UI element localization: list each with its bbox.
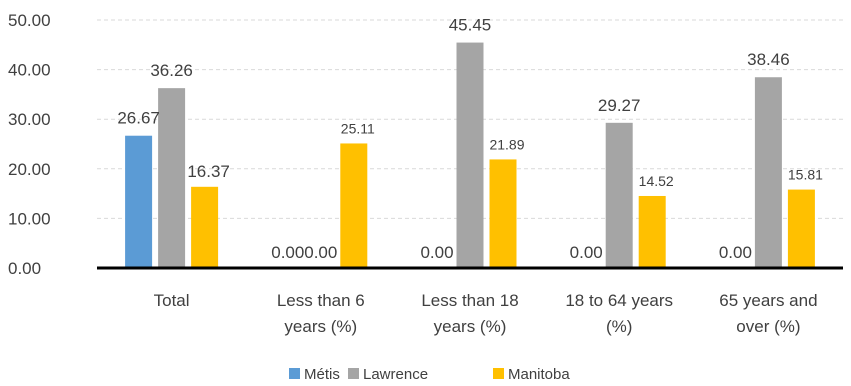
y-tick-label: 30.00 [8, 110, 51, 129]
data-label: 36.26 [150, 61, 193, 80]
y-tick-label: 0.00 [8, 259, 41, 278]
data-label: 15.81 [788, 167, 823, 183]
bar-manitoba [340, 143, 368, 268]
legend-swatch-lawrence [348, 368, 359, 379]
y-tick-label: 20.00 [8, 160, 51, 179]
legend-swatch-manitoba [493, 368, 504, 379]
x-category-label: Less than 6 [277, 291, 365, 310]
bar-métis [125, 135, 153, 268]
x-category-label: Total [154, 291, 190, 310]
data-label: 38.46 [747, 50, 790, 69]
data-label: 0.00 [271, 243, 304, 262]
bar-lawrence [456, 42, 484, 269]
legend-label: Manitoba [508, 366, 570, 383]
data-label: 0.00 [304, 243, 337, 262]
legend-swatch-métis [289, 368, 300, 379]
bar-manitoba [638, 195, 666, 268]
y-tick-label: 10.00 [8, 209, 51, 228]
x-category-label: (%) [606, 317, 632, 336]
data-label: 0.00 [570, 243, 603, 262]
x-axis: Total Less than 6 years (%) Less than 18 yea… [154, 291, 818, 336]
bars [125, 42, 815, 269]
y-axis: 0.00 10.00 20.00 30.00 40.00 50.00 [8, 11, 51, 278]
data-label: 0.00 [719, 243, 752, 262]
data-label: 0.00 [420, 243, 453, 262]
x-category-label: 65 years and [719, 291, 817, 310]
bar-manitoba [489, 159, 517, 268]
data-label: 29.27 [598, 96, 641, 115]
x-category-label: over (%) [736, 317, 800, 336]
legend: Métis Lawrence Manitoba [289, 366, 570, 383]
data-labels: 26.670.00 0.00 0.00 0.0036.260.0045.4529.27… [117, 16, 823, 262]
legend-label: Métis [304, 366, 340, 383]
x-category-label: 18 to 64 years [565, 291, 673, 310]
data-label: 45.45 [449, 16, 492, 35]
data-label: 21.89 [489, 136, 524, 152]
x-category-label: years (%) [284, 317, 357, 336]
y-tick-label: 50.00 [8, 11, 51, 30]
legend-label: Lawrence [363, 366, 428, 383]
data-label: 14.52 [639, 173, 674, 189]
bar-lawrence [605, 122, 633, 268]
y-tick-label: 40.00 [8, 61, 51, 80]
data-label: 16.37 [187, 162, 230, 181]
bar-lawrence [754, 77, 782, 268]
x-category-label: Less than 18 [421, 291, 518, 310]
data-label: 25.11 [341, 120, 375, 136]
x-category-label: years (%) [434, 317, 507, 336]
bar-manitoba [191, 186, 219, 268]
bar-manitoba [787, 189, 815, 268]
bar-lawrence [158, 88, 186, 269]
data-label: 26.67 [117, 109, 160, 128]
